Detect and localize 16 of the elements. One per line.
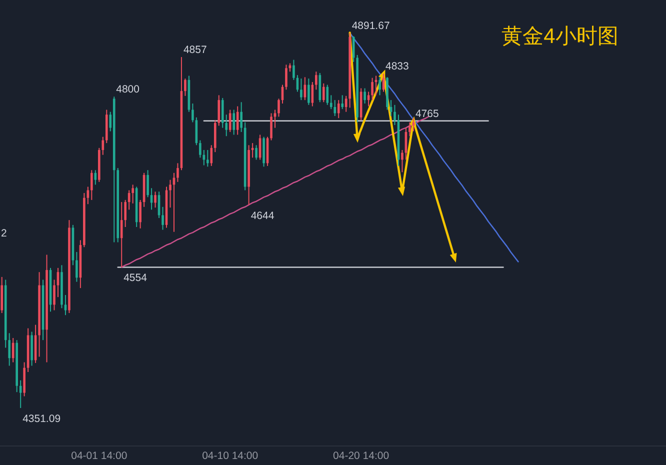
data-label: 4765: [415, 108, 439, 120]
chart-title: 黄金4小时图: [502, 25, 618, 48]
text: 4351.09: [22, 413, 61, 425]
point: [398, 186, 406, 196]
x-tick-label: 04-10 14:00: [202, 450, 258, 462]
annotation: 2: [1, 228, 7, 240]
text: 4857: [183, 44, 207, 56]
text: 4554: [124, 272, 147, 284]
x-tick-label: 04-01 14:00: [71, 450, 128, 462]
point: [450, 252, 457, 263]
text: 4800: [116, 84, 140, 96]
text: 4891.67: [352, 20, 390, 32]
text: 4833: [386, 60, 409, 73]
x-tick-label: 04-20 14:00: [333, 450, 390, 462]
point: [353, 133, 361, 143]
text: 4644: [250, 210, 274, 222]
